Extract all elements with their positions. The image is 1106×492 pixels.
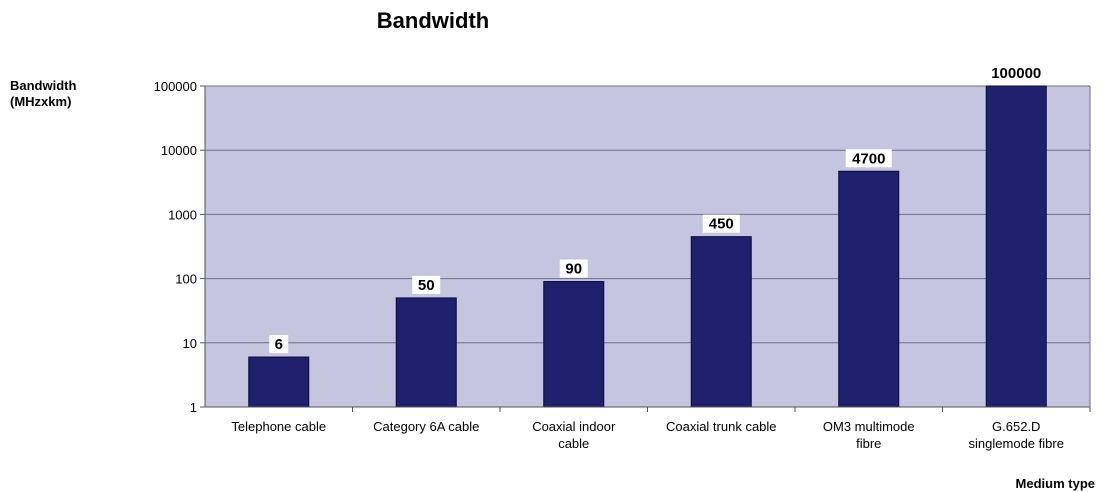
plot-area: [205, 86, 1090, 407]
data-label-background: [559, 259, 588, 278]
bars: [248, 85, 1047, 408]
y-axis-label: Bandwidth (MHzxkm): [10, 78, 80, 109]
data-label: 450: [709, 216, 734, 233]
data-label-background: [984, 64, 1049, 82]
y-tick-label: 10000: [161, 143, 197, 158]
data-label: 4700: [852, 150, 885, 167]
category-label: Coaxial trunk cable: [666, 419, 777, 434]
y-axis-label-line-1: Bandwidth: [10, 78, 76, 93]
category-label: Telephone cable: [231, 419, 326, 434]
data-label: 100000: [991, 65, 1041, 82]
bar: [543, 281, 605, 408]
data-label: 6: [275, 336, 283, 353]
y-tick-label: 10: [183, 336, 197, 351]
data-label: 50: [418, 277, 435, 294]
y-tick-label: 1000: [168, 207, 197, 222]
category-label: G.652.D singlemode fibre: [969, 419, 1064, 451]
axes: [204, 86, 1091, 408]
y-axis-ticks: 1 10 100 1000 10000 100000: [154, 79, 205, 415]
x-axis-label: Medium type: [1016, 476, 1095, 491]
y-axis-label-line-2: (MHzxkm): [10, 94, 71, 109]
chart-title: Bandwidth: [377, 8, 489, 33]
y-tick-label: 100: [175, 272, 197, 287]
category-label: Coaxial indoor cable: [532, 419, 616, 451]
data-label-background: [269, 335, 289, 354]
x-axis-categories: Telephone cable Category 6A cable Coaxial …: [231, 407, 1091, 451]
bar: [985, 85, 1047, 408]
category-label: OM3 multimode fibre: [823, 419, 915, 451]
data-label: 90: [565, 261, 582, 278]
data-label-background: [412, 275, 441, 294]
bar: [690, 236, 752, 408]
bar: [395, 297, 457, 408]
bar: [838, 170, 900, 408]
y-tick-label: 100000: [154, 79, 197, 94]
data-label-background: [702, 214, 740, 233]
data-labels: 6 50 90 450 4700 100000: [269, 64, 1049, 354]
bar: [248, 356, 310, 408]
data-label-background: [845, 149, 892, 168]
category-label: Category 6A cable: [373, 419, 479, 434]
y-tick-label: 1: [190, 400, 197, 415]
grid-lines: [205, 85, 1090, 344]
